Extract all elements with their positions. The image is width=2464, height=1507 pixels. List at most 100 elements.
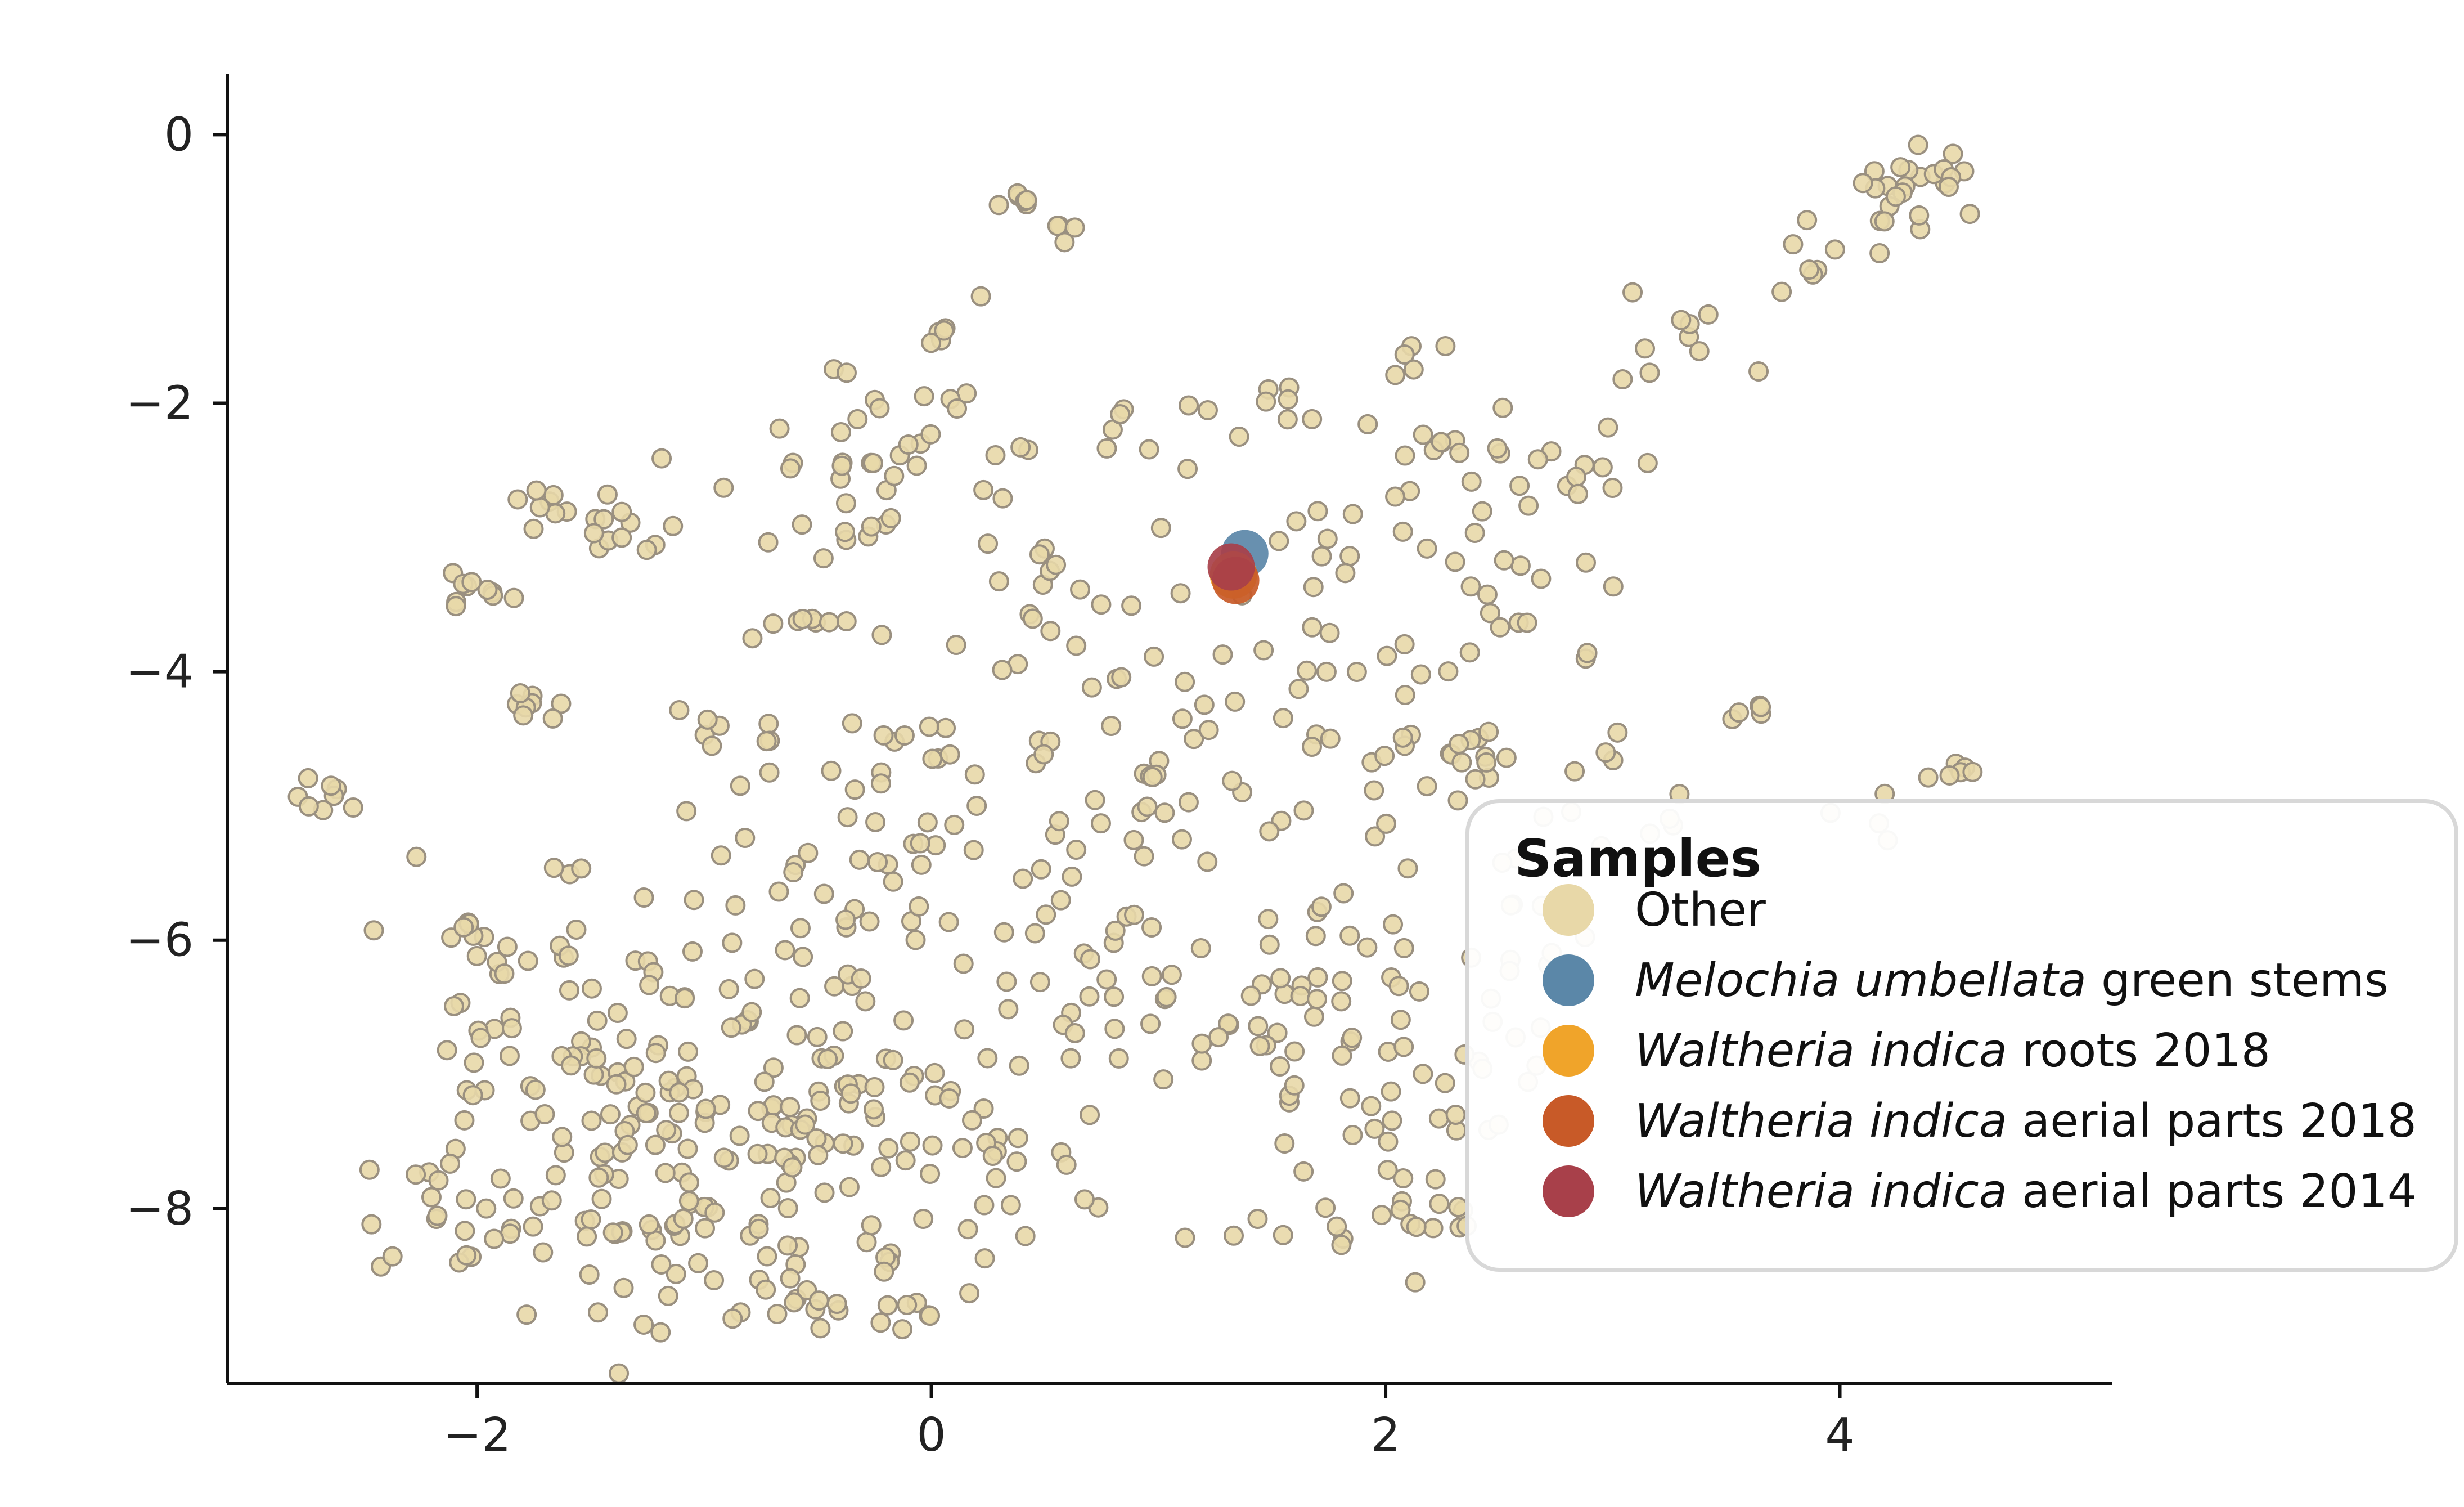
point-highlight	[1207, 543, 1255, 591]
point-other	[1049, 811, 1069, 832]
point-other	[501, 1018, 522, 1039]
point-other	[936, 717, 956, 738]
legend-marker-icon	[1543, 1165, 1594, 1217]
point-other	[655, 1163, 676, 1183]
point-other	[1253, 640, 1274, 661]
point-other	[679, 1172, 700, 1193]
point-other	[1033, 744, 1054, 765]
point-other	[611, 527, 632, 548]
point-other	[298, 796, 319, 817]
point-other	[1409, 981, 1429, 1002]
point-other	[835, 493, 856, 514]
point-other	[963, 840, 984, 860]
point-other	[545, 1165, 566, 1186]
point-other	[1090, 813, 1111, 834]
point-other	[974, 1248, 995, 1269]
point-other	[503, 1188, 524, 1209]
point-other	[421, 1187, 442, 1208]
point-other	[1054, 232, 1075, 253]
legend-label: Waltheria indica aerial parts 2018	[1635, 1094, 2417, 1148]
point-other	[668, 1102, 689, 1123]
point-other	[713, 1147, 734, 1168]
point-other	[1319, 622, 1340, 643]
point-other	[1425, 1169, 1446, 1190]
point-other	[1105, 920, 1126, 941]
point-other	[1307, 967, 1328, 988]
point-other	[1492, 397, 1513, 418]
point-other	[494, 963, 515, 984]
point-other	[808, 1145, 829, 1165]
point-other	[982, 1145, 1003, 1166]
point-other	[1179, 395, 1199, 416]
point-other	[966, 795, 987, 816]
point-other	[1247, 1208, 1268, 1229]
point-other	[1293, 800, 1314, 821]
point-other	[826, 1294, 847, 1315]
point-other	[1062, 866, 1082, 887]
point-other	[1333, 883, 1354, 904]
point-other	[616, 1029, 637, 1049]
point-other	[552, 1127, 573, 1147]
point-other	[1382, 1110, 1402, 1131]
point-other	[807, 1026, 828, 1047]
point-other	[669, 1082, 690, 1103]
point-other	[476, 1198, 497, 1219]
point-other	[1496, 747, 1517, 768]
point-other	[600, 1104, 621, 1125]
point-other	[862, 452, 883, 473]
point-other	[870, 773, 891, 794]
x-tick-label: 4	[1825, 1409, 1854, 1462]
point-other	[1487, 438, 1508, 459]
point-other	[1771, 281, 1792, 302]
y-tick-label: −8	[125, 1182, 194, 1236]
point-other	[1104, 986, 1125, 1007]
point-other	[651, 1254, 672, 1275]
point-other	[910, 833, 930, 854]
point-other	[1142, 766, 1163, 787]
point-other	[1622, 282, 1643, 303]
point-other	[645, 1134, 666, 1155]
point-other	[1288, 679, 1309, 699]
point-other	[1460, 576, 1481, 597]
point-other	[953, 953, 974, 974]
point-other	[934, 320, 955, 341]
point-other	[842, 713, 862, 734]
point-other	[1527, 449, 1548, 470]
point-other	[864, 1077, 885, 1097]
point-other	[1607, 722, 1628, 743]
point-other	[503, 587, 524, 608]
point-other	[523, 518, 544, 539]
point-other	[406, 1164, 426, 1185]
point-other	[663, 515, 684, 536]
point-other	[593, 509, 614, 530]
point-other	[454, 1110, 475, 1131]
point-other	[1428, 1108, 1449, 1129]
point-other	[1080, 949, 1101, 970]
point-other	[581, 978, 602, 999]
point-other	[1013, 868, 1033, 889]
point-other	[440, 1153, 461, 1174]
point-other	[1140, 1013, 1161, 1034]
point-other	[1853, 173, 1873, 194]
point-other	[1637, 452, 1658, 473]
point-other	[543, 858, 564, 878]
point-other	[974, 1195, 995, 1216]
point-other	[470, 1028, 491, 1048]
point-other	[343, 797, 363, 818]
point-other	[847, 409, 868, 429]
point-other	[583, 523, 604, 544]
y-tick-label: 0	[164, 108, 194, 162]
point-other	[861, 516, 882, 537]
point-other	[1509, 476, 1530, 496]
point-other	[880, 508, 901, 528]
point-other	[684, 890, 704, 911]
point-other	[1036, 904, 1056, 925]
point-other	[1938, 176, 1959, 197]
point-other	[1332, 971, 1352, 992]
point-other	[588, 1167, 609, 1188]
point-other	[453, 917, 474, 938]
legend-label: Melochia umbellata green stems	[1635, 953, 2389, 1007]
point-other	[840, 1083, 861, 1104]
point-other	[849, 849, 870, 870]
x-tick-label: −2	[443, 1409, 511, 1462]
